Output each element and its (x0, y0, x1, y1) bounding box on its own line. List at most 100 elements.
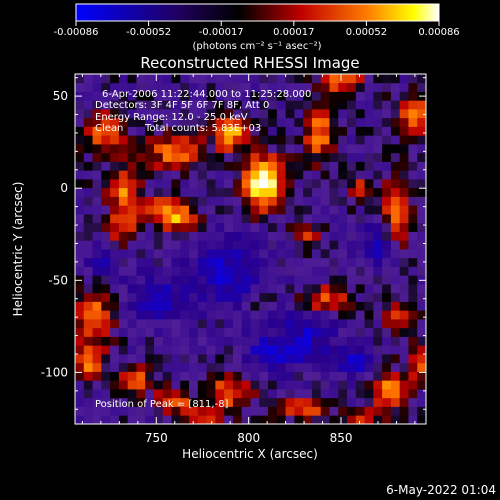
image-pixel (145, 161, 155, 171)
image-pixel (364, 74, 374, 84)
image-pixel (241, 170, 251, 180)
image-pixel (136, 380, 146, 390)
image-pixel (215, 214, 225, 224)
image-pixel (145, 240, 155, 250)
image-pixel (355, 205, 365, 215)
image-pixel (101, 301, 111, 311)
image-pixel (83, 135, 93, 145)
image-pixel (294, 205, 304, 215)
image-pixel (75, 345, 85, 355)
image-pixel (241, 196, 251, 206)
image-pixel (294, 406, 304, 416)
image-pixel (215, 100, 225, 110)
image-pixel (373, 240, 383, 250)
image-pixel (373, 161, 383, 171)
image-pixel (189, 275, 199, 285)
image-pixel (268, 380, 278, 390)
image-pixel (127, 100, 137, 110)
image-pixel (162, 82, 172, 92)
image-pixel (311, 91, 322, 101)
image-pixel (136, 345, 146, 355)
image-pixel (294, 415, 304, 424)
image-pixel (268, 319, 278, 329)
image-pixel (197, 249, 208, 259)
image-pixel (110, 336, 120, 346)
image-pixel (268, 135, 278, 145)
image-pixel (320, 179, 330, 189)
image-pixel (329, 345, 339, 355)
image-pixel (118, 205, 129, 215)
image-pixel (215, 144, 225, 154)
image-pixel (127, 362, 137, 372)
image-pixel (136, 292, 146, 302)
image-pixel (206, 91, 216, 101)
image-pixel (101, 135, 111, 145)
y-tick-label: -100 (41, 365, 68, 379)
image-pixel (118, 380, 129, 390)
image-pixel (101, 319, 111, 329)
image-pixel (145, 91, 155, 101)
image-pixel (145, 231, 155, 241)
image-pixel (408, 292, 418, 302)
image-pixel (197, 109, 208, 119)
image-pixel (162, 406, 172, 416)
image-pixel (276, 266, 286, 276)
image-pixel (268, 144, 278, 154)
image-pixel (311, 380, 322, 390)
image-pixel (259, 117, 269, 127)
image-pixel (338, 109, 348, 119)
image-pixel (162, 380, 172, 390)
image-pixel (355, 170, 365, 180)
image-pixel (276, 91, 286, 101)
image-pixel (92, 205, 102, 215)
image-pixel (311, 170, 322, 180)
image-pixel (285, 74, 295, 84)
x-tick-label: 850 (330, 431, 353, 445)
image-pixel (303, 126, 313, 136)
image-pixel (347, 266, 357, 276)
image-pixel (189, 249, 199, 259)
detectors-annotation: Detectors: 3F 4F 5F 6F 7F 8F, Att 0 (95, 100, 269, 111)
image-pixel (92, 327, 102, 337)
image-pixel (320, 292, 330, 302)
image-pixel (118, 100, 129, 110)
image-pixel (250, 345, 260, 355)
image-pixel (92, 109, 102, 119)
image-pixel (241, 266, 251, 276)
image-pixel (268, 354, 278, 364)
image-pixel (83, 362, 93, 372)
image-pixel (329, 275, 339, 285)
image-pixel (364, 284, 374, 294)
image-pixel (118, 126, 129, 136)
image-pixel (153, 389, 164, 399)
image-pixel (311, 327, 322, 337)
image-pixel (101, 91, 111, 101)
image-pixel (127, 231, 137, 241)
image-pixel (206, 319, 216, 329)
colorbar-frame (75, 3, 440, 22)
time-range-annotation: 6-Apr-2006 11:22:44.000 to 11:25:28.000 (102, 89, 311, 100)
image-pixel (101, 196, 111, 206)
image-pixel (347, 336, 357, 346)
image-pixel (399, 327, 409, 337)
image-pixel (373, 117, 383, 127)
image-pixel (189, 380, 199, 390)
image-pixel (347, 310, 357, 320)
image-pixel (197, 187, 208, 197)
image-pixel (294, 319, 304, 329)
image-pixel (250, 284, 260, 294)
colorbar-tick-label: -0.00086 (54, 27, 99, 38)
image-pixel (311, 301, 322, 311)
image-pixel (83, 292, 93, 302)
image-pixel (268, 170, 278, 180)
image-pixel (390, 117, 401, 127)
image-pixel (364, 144, 374, 154)
image-pixel (241, 327, 251, 337)
image-pixel (320, 380, 330, 390)
image-pixel (285, 397, 295, 407)
image-pixel (136, 205, 146, 215)
image-pixel (294, 249, 304, 259)
image-pixel (276, 222, 286, 232)
image-pixel (382, 187, 392, 197)
image-pixel (338, 257, 348, 267)
